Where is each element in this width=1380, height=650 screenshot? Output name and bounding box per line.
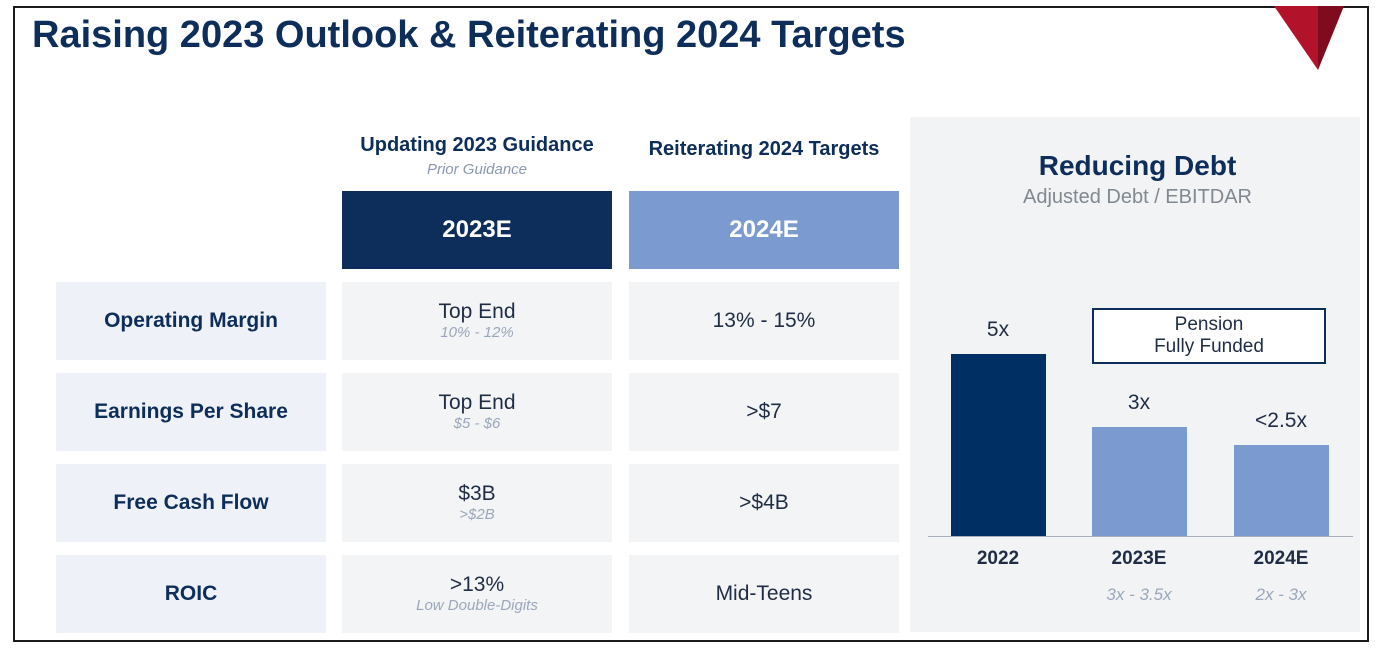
bar-2022 <box>950 354 1046 536</box>
debt-panel-title: Reducing Debt <box>1038 150 1237 181</box>
callout-line-1: Pension <box>1174 314 1244 335</box>
band-2024e: 2024E <box>629 191 899 269</box>
row-label-earnings-per-share: Earnings Per Share <box>56 373 326 451</box>
callout-line-2: Fully Funded <box>1154 336 1264 357</box>
cell-2023-free-cash-flow: $3B >$2B <box>342 464 612 542</box>
cell-value: >13% <box>449 573 505 596</box>
cell-2024-free-cash-flow: >$4B <box>629 464 899 542</box>
cell-value: $3B <box>458 482 496 505</box>
x-tick-label: 2022 <box>976 548 1020 569</box>
cell-value: Top End <box>438 391 516 414</box>
cell-2024-roic: Mid-Teens <box>629 555 899 633</box>
pension-callout: Pension Fully Funded <box>1092 308 1326 364</box>
row-label-roic: ROIC <box>56 555 326 633</box>
row-label-operating-margin: Operating Margin <box>56 282 326 360</box>
x-tick-label: 2024E <box>1253 548 1309 569</box>
cell-value: >$4B <box>739 491 789 514</box>
cell-value: 13% - 15% <box>712 309 816 332</box>
bar-value-label: <2.5x <box>1255 409 1307 432</box>
cell-2023-roic: >13% Low Double-Digits <box>342 555 612 633</box>
cell-value: >$7 <box>746 400 782 423</box>
column-subheading-2023: Prior Guidance <box>426 161 528 178</box>
bar-2023e <box>1091 426 1187 536</box>
column-heading-2024: Reiterating 2024 Targets <box>648 138 880 160</box>
cell-prior-guidance: 10% - 12% <box>440 324 514 341</box>
cell-2024-earnings-per-share: >$7 <box>629 373 899 451</box>
column-heading-2023: Updating 2023 Guidance <box>360 134 594 156</box>
range-label: 2x - 3x <box>1255 585 1307 604</box>
debt-panel-subtitle: Adjusted Debt / EBITDAR <box>1023 186 1252 208</box>
cell-prior-guidance: $5 - $6 <box>453 415 501 432</box>
bar-value-label: 5x <box>986 318 1010 341</box>
cell-prior-guidance: Low Double-Digits <box>416 597 538 614</box>
band-2023e: 2023E <box>342 191 612 269</box>
x-tick-label: 2023E <box>1111 548 1167 569</box>
bar-2024e <box>1233 445 1329 536</box>
cell-prior-guidance: >$2B <box>459 506 495 523</box>
cell-value: Mid-Teens <box>715 582 813 605</box>
logo-icon <box>1274 6 1344 70</box>
cell-2024-operating-margin: 13% - 15% <box>629 282 899 360</box>
cell-2023-earnings-per-share: Top End $5 - $6 <box>342 373 612 451</box>
row-label-free-cash-flow: Free Cash Flow <box>56 464 326 542</box>
range-label: 3x - 3.5x <box>1106 585 1172 604</box>
cell-2023-operating-margin: Top End 10% - 12% <box>342 282 612 360</box>
chart-baseline <box>928 536 1353 537</box>
bar-value-label: 3x <box>1127 390 1151 414</box>
cell-value: Top End <box>438 300 516 323</box>
page-title: Raising 2023 Outlook & Reiterating 2024 … <box>32 14 906 56</box>
